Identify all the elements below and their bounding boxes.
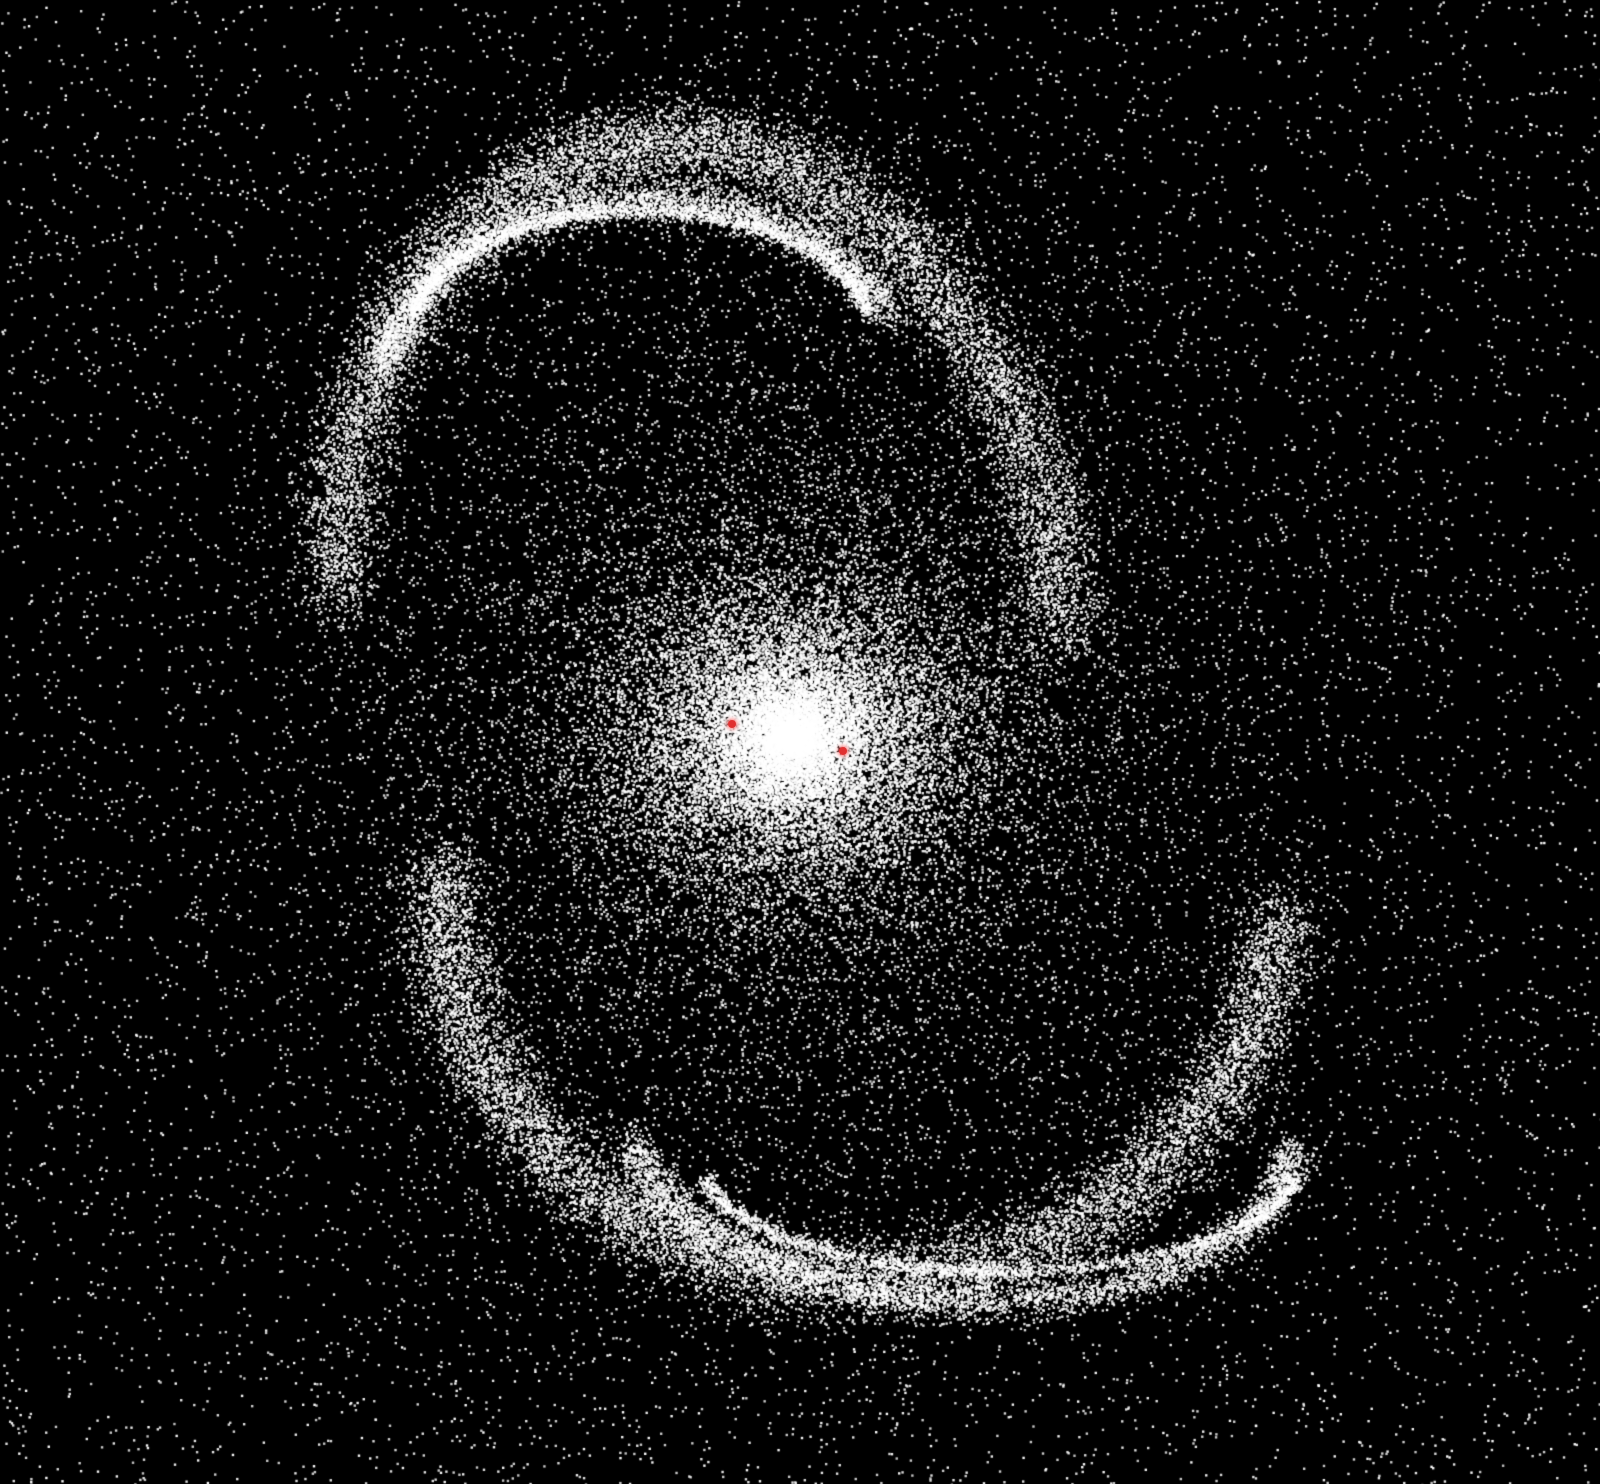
galaxy-core-marker-a [728, 720, 736, 728]
galaxy-core-marker-b [839, 747, 847, 755]
